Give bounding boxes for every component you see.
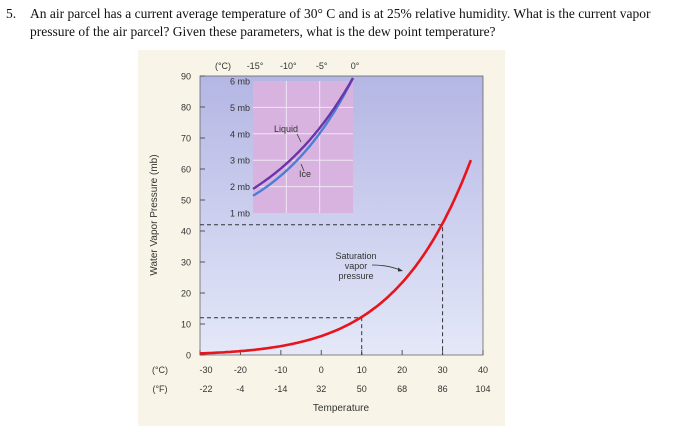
inset-x-tick-label: -10° xyxy=(280,61,297,71)
x-tick-label-f: 104 xyxy=(475,384,490,394)
label-line: Saturation xyxy=(335,251,376,261)
label-line: vapor xyxy=(345,261,368,271)
x-tick-label-f: -22 xyxy=(199,384,212,394)
saturation-vapor-pressure-label: Saturation vapor pressure xyxy=(335,251,376,281)
inset-y-tick-label: 3 mb xyxy=(230,156,250,166)
y-tick-label: 80 xyxy=(181,103,191,113)
question-number: 5. xyxy=(6,6,17,21)
y-tick-label: 70 xyxy=(181,134,191,144)
x-tick-label-c: 30 xyxy=(438,365,448,375)
liquid-leader xyxy=(296,133,302,143)
question-text: An air parcel has a current average temp… xyxy=(30,6,651,39)
saturation-vapor-pressure-curve xyxy=(199,159,473,355)
x-tick-label-f: -14 xyxy=(274,384,287,394)
inset-x-tick-label: -15° xyxy=(247,61,264,71)
y-tick-label: 10 xyxy=(181,320,191,330)
liquid-curve xyxy=(252,77,355,190)
inset-y-tick-label: 6 mb xyxy=(230,77,250,87)
inset-y-tick-label: 4 mb xyxy=(230,129,250,139)
y-axis-label: Water Vapor Pressure (mb) xyxy=(149,154,160,275)
ice-curve xyxy=(252,77,355,197)
label-arrow xyxy=(371,264,401,271)
y-tick-label: 90 xyxy=(181,72,191,82)
x-tick-label-f: -4 xyxy=(236,384,244,394)
x-axis-label: Temperature xyxy=(313,403,370,414)
x-tick-label-f: 68 xyxy=(397,384,407,394)
x-tick-label-c: 20 xyxy=(397,365,407,375)
liquid-label: Liquid xyxy=(274,124,298,134)
x-tick-label-c: 10 xyxy=(357,365,367,375)
label-line: pressure xyxy=(338,271,373,281)
dashed-guide-line xyxy=(200,224,444,355)
ice-label: Ice xyxy=(299,169,311,179)
inset-x-tick-label: 0° xyxy=(351,61,360,71)
label-arrowhead xyxy=(398,267,403,272)
y-tick-label: 0 xyxy=(186,351,191,361)
y-tick-label: 30 xyxy=(181,258,191,268)
x-unit-f: (°F) xyxy=(152,384,167,394)
x-tick-label-f: 86 xyxy=(438,384,448,394)
inset-y-tick-label: 2 mb xyxy=(230,182,250,192)
y-tick-label: 60 xyxy=(181,165,191,175)
inset-x-unit: (°C) xyxy=(215,61,231,71)
inset-y-tick-label: 5 mb xyxy=(230,103,250,113)
inset-x-tick-label: -5° xyxy=(316,61,328,71)
x-tick-label-c: -20 xyxy=(234,365,247,375)
ice-leader xyxy=(300,163,305,172)
inset-y-tick-label: 1 mb xyxy=(230,209,250,219)
y-tick-label: 50 xyxy=(181,196,191,206)
y-tick-label: 20 xyxy=(181,289,191,299)
y-tick-label: 40 xyxy=(181,227,191,237)
x-tick-label-c: -10 xyxy=(274,365,287,375)
x-tick-label-c: 40 xyxy=(478,365,488,375)
x-tick-label-c: 0 xyxy=(319,365,324,375)
x-tick-label-f: 32 xyxy=(316,384,326,394)
question: 5. An air parcel has a current average t… xyxy=(6,5,680,41)
x-unit-c: (°C) xyxy=(152,365,168,375)
x-tick-label-f: 50 xyxy=(357,384,367,394)
x-tick-label-c: -30 xyxy=(199,365,212,375)
